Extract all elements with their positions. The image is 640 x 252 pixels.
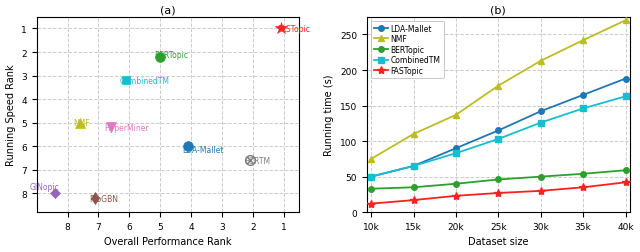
NMF [367, 158, 375, 161]
NMF [410, 133, 417, 136]
BERTopic [537, 175, 545, 178]
CombinedTM [579, 107, 587, 110]
FASTopic [621, 181, 629, 184]
NMF [452, 114, 460, 117]
Text: ECRTM: ECRTM [244, 156, 270, 165]
Text: NMF: NMF [74, 119, 90, 128]
BERTopic [452, 182, 460, 185]
NMF [579, 40, 587, 43]
Line: BERTopic: BERTopic [369, 168, 628, 192]
NMF [495, 85, 502, 88]
CombinedTM [367, 175, 375, 178]
FASTopic [579, 186, 587, 189]
CombinedTM [537, 122, 545, 125]
FASTopic [367, 202, 375, 205]
FASTopic [495, 192, 502, 195]
Title: (b): (b) [490, 6, 506, 15]
Title: (a): (a) [160, 6, 176, 15]
X-axis label: Overall Performance Rank: Overall Performance Rank [104, 237, 232, 246]
LDA-Mallet [579, 94, 587, 97]
CombinedTM [410, 165, 417, 168]
LDA-Mallet [537, 110, 545, 113]
LDA-Mallet [495, 130, 502, 133]
Text: FASTopic: FASTopic [277, 25, 310, 34]
NMF [621, 20, 629, 23]
Text: BERTopic: BERTopic [154, 51, 188, 60]
BERTopic [410, 186, 417, 189]
LDA-Mallet [621, 78, 629, 81]
CombinedTM [621, 96, 629, 99]
BERTopic [367, 187, 375, 191]
CombinedTM [452, 152, 460, 155]
LDA-Mallet [367, 175, 375, 178]
LDA-Mallet [410, 165, 417, 168]
BERTopic [621, 169, 629, 172]
Y-axis label: Running Speed Rank: Running Speed Rank [6, 64, 15, 166]
Text: HyperMiner: HyperMiner [104, 123, 149, 132]
Text: ProGBN: ProGBN [89, 194, 118, 203]
FASTopic [410, 199, 417, 202]
BERTopic [579, 173, 587, 176]
X-axis label: Dataset size: Dataset size [468, 237, 529, 246]
FASTopic [452, 195, 460, 198]
CombinedTM [495, 138, 502, 141]
Line: LDA-Mallet: LDA-Mallet [369, 76, 628, 180]
Line: FASTopic: FASTopic [367, 178, 630, 208]
Text: GINopic: GINopic [30, 182, 60, 191]
Text: LDA-Mallet: LDA-Mallet [182, 146, 223, 155]
NMF [537, 60, 545, 63]
Line: NMF: NMF [367, 18, 629, 163]
Y-axis label: Running time (s): Running time (s) [324, 74, 334, 155]
Legend: LDA-Mallet, NMF, BERTopic, CombinedTM, FASTopic: LDA-Mallet, NMF, BERTopic, CombinedTM, F… [371, 21, 444, 78]
LDA-Mallet [452, 147, 460, 150]
FASTopic [537, 190, 545, 193]
Text: CombinedTM: CombinedTM [120, 77, 170, 85]
BERTopic [495, 178, 502, 181]
Line: CombinedTM: CombinedTM [369, 94, 628, 180]
